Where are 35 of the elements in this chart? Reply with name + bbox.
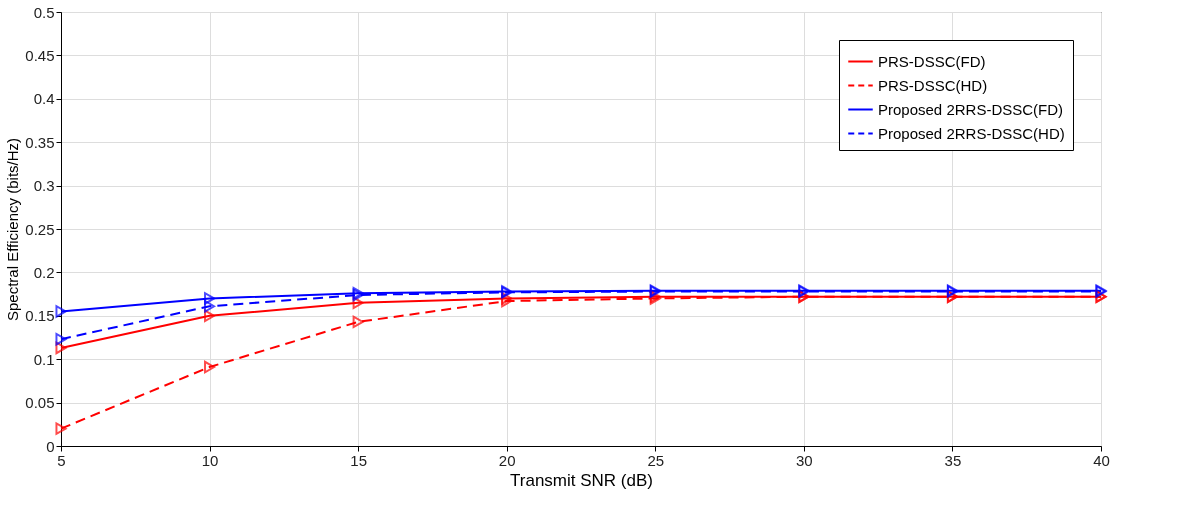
legend-label: PRS-DSSC(FD) [878, 52, 986, 70]
point [55, 422, 67, 435]
x-tick-label: 30 [796, 451, 813, 469]
x-tick-label: 40 [1093, 451, 1110, 469]
y-tick-label: 0 [46, 437, 55, 455]
x-tick-label: 5 [57, 451, 66, 469]
y-axis-title: Spectral Efficiency (bits/Hz) [4, 137, 22, 322]
y-tick-label: 0.5 [33, 3, 55, 21]
y-tick-label: 0.35 [25, 133, 55, 151]
x-tick-label: 35 [944, 451, 962, 469]
y-tick-label: 0.15 [25, 307, 55, 325]
x-tick-label: 10 [201, 451, 219, 469]
point [204, 300, 216, 313]
legend-label: PRS-DSSC(HD) [878, 76, 988, 94]
y-tick-label: 0.3 [33, 177, 55, 195]
point [352, 315, 364, 329]
point [204, 292, 216, 305]
legend-label: Proposed 2RRS-DSSC(HD) [878, 124, 1065, 142]
x-tick-label: 25 [647, 451, 665, 469]
x-tick-label: 15 [350, 451, 367, 469]
point [55, 341, 67, 355]
y-tick-label: 0.2 [33, 263, 55, 281]
point [55, 332, 67, 346]
x-axis-title: Transmit SNR (dB) [510, 470, 653, 490]
y-tick-label: 0.05 [25, 394, 55, 412]
y-tick-label: 0.45 [25, 46, 55, 64]
point [55, 305, 67, 318]
y-tick-label: 0.4 [33, 90, 55, 108]
y-tick-label: 0.1 [33, 350, 55, 368]
x-tick-label: 20 [498, 451, 516, 469]
point [204, 309, 216, 323]
point [204, 360, 216, 374]
point [352, 296, 364, 310]
legend-label: Proposed 2RRS-DSSC(FD) [878, 100, 1064, 118]
y-tick-label: 0.25 [25, 220, 55, 238]
